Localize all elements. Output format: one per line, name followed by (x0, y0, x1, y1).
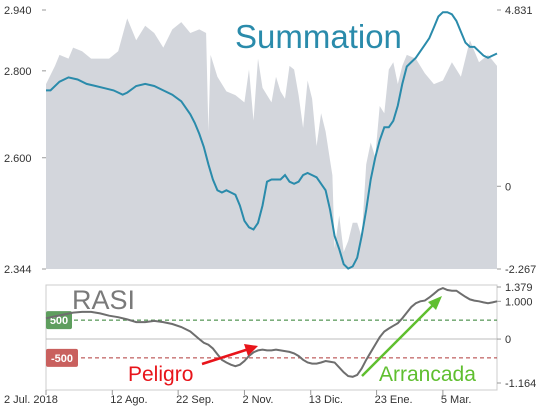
summation-line (46, 11, 498, 270)
rasi-panel: 500 -500 1.379 1.000 0 -1.164 RASI Peligro A… (45, 282, 536, 391)
peligro-label: Peligro (128, 363, 193, 386)
summation-left-tick-label: 2.344 (4, 264, 32, 276)
rasi-right-tick-label: -1.164 (505, 378, 536, 390)
x-tick-label: 2 Jul. 2018 (4, 394, 58, 406)
rasi-right-axis-ticks: 1.379 1.000 0 -1.164 (497, 282, 536, 390)
rasi-level-badge (46, 311, 72, 330)
peligro-annotation: Peligro (128, 344, 258, 386)
rasi-level-label: -500 (51, 353, 73, 365)
rasi-level-badge (46, 348, 78, 367)
rasi-right-tick-label: 1.379 (505, 282, 533, 294)
summation-title: Summation (235, 18, 402, 55)
rasi-right-tick-label: 0 (505, 334, 511, 346)
arrancada-arrow-head (428, 296, 442, 310)
summation-right-axis-ticks: 4.831 0 -2.267 (497, 5, 536, 276)
summation-left-tick-label: 2.800 (4, 66, 32, 78)
summation-left-tick-label: 2.940 (4, 5, 32, 17)
summation-right-tick-label: 4.831 (505, 5, 533, 17)
arrancada-label: Arrancada (379, 363, 476, 386)
summation-area-layer (46, 18, 497, 270)
rasi-line-layer (45, 287, 498, 378)
rasi-line (45, 287, 498, 378)
x-tick-label: 23 Ene. (375, 394, 413, 406)
rasi-level-label: 500 (50, 315, 68, 327)
x-tick-label: 2 Nov. (242, 394, 273, 406)
rasi-frame (45, 284, 498, 391)
x-axis-labels: 2 Jul. 2018 12 Ago. 22 Sep. 2 Nov. 13 Dic. 23… (4, 390, 471, 406)
x-tick-label: 13 Dic. (309, 394, 343, 406)
x-tick-label: 12 Ago. (110, 394, 147, 406)
summation-right-tick-label: -2.267 (505, 264, 536, 276)
summation-right-tick-label: 0 (505, 181, 511, 193)
x-tick-label: 5 Mar. (441, 394, 472, 406)
rasi-right-tick-label: 1.000 (505, 296, 533, 308)
summation-area (46, 18, 497, 270)
peligro-arrow-shaft (201, 346, 253, 366)
summation-line-layer (46, 11, 498, 270)
peligro-arrow-head (244, 344, 258, 356)
x-tick-label: 22 Sep. (176, 394, 214, 406)
arrancada-annotation: Arrancada (361, 296, 476, 386)
rasi-level-lines: 500 -500 (46, 311, 497, 367)
summation-left-axis-ticks: 2.940 2.800 2.600 2.344 (4, 5, 46, 276)
summation-left-tick-label: 2.600 (4, 153, 32, 165)
summation-panel: 2.940 2.800 2.600 2.344 4.831 0 -2.267 Summat… (4, 5, 536, 276)
arrancada-arrow-shaft (361, 301, 437, 377)
rasi-title: RASI (72, 285, 135, 315)
